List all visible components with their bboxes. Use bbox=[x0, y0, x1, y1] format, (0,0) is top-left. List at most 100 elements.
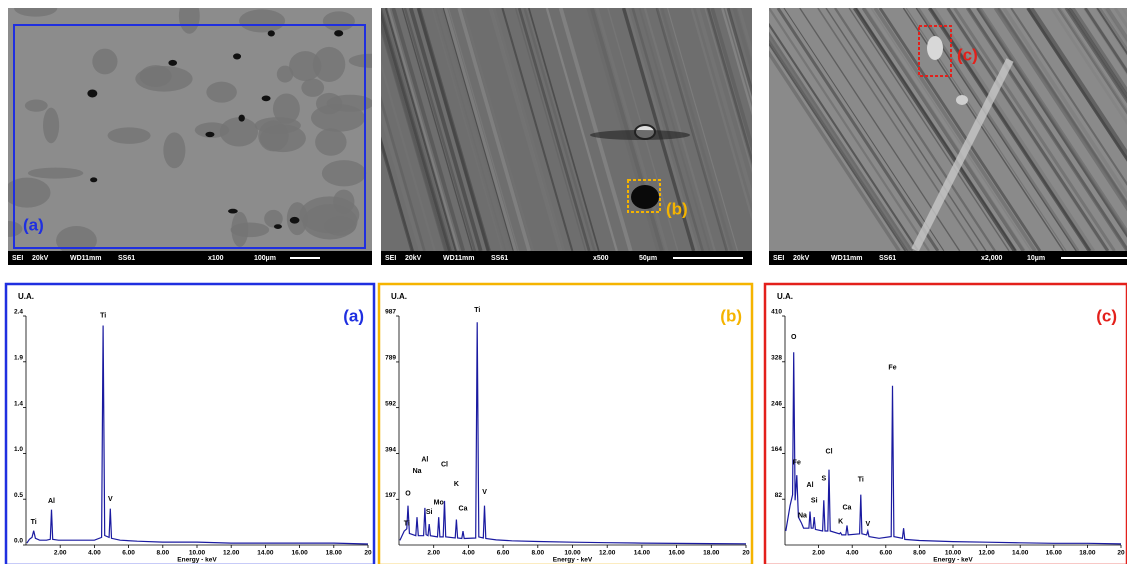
peak-label: Ti bbox=[31, 519, 37, 526]
sem-phase bbox=[163, 132, 185, 168]
peak-label: Si bbox=[426, 509, 433, 516]
sem-pit bbox=[168, 60, 177, 66]
spectrum-line bbox=[786, 352, 1121, 544]
sem-pit bbox=[631, 185, 659, 209]
info-text: WD11mm bbox=[443, 255, 475, 262]
y-tick-label: 82 bbox=[775, 492, 783, 499]
peak-label: Ca bbox=[459, 505, 468, 512]
sem-pit bbox=[334, 30, 343, 36]
x-tick-label: 10.00 bbox=[189, 550, 206, 557]
sem-phase bbox=[140, 65, 172, 87]
info-text: SS61 bbox=[879, 255, 896, 262]
y-tick-label: 1.9 bbox=[14, 355, 23, 362]
x-axis-label: Energy - keV bbox=[933, 557, 973, 564]
peak-label: Al bbox=[807, 482, 814, 489]
y-tick-label: 1.4 bbox=[14, 400, 23, 407]
x-tick-label: 12.00 bbox=[223, 550, 240, 557]
info-text: SS61 bbox=[491, 255, 508, 262]
sem-phase bbox=[28, 168, 83, 179]
sem-phase bbox=[300, 196, 360, 233]
peak-label: Ca bbox=[843, 504, 852, 511]
y-tick-label: 789 bbox=[385, 355, 396, 362]
x-tick-label: 12.00 bbox=[599, 550, 616, 557]
chart-border bbox=[6, 284, 374, 564]
x-tick-label: 16.00 bbox=[291, 550, 308, 557]
x-tick-label: 8.00 bbox=[531, 550, 544, 557]
page: {"images": [ {"label": "(a)", "color": "… bbox=[0, 0, 1127, 564]
sem-image: SEI20kVWD11mmSS61x100100µm bbox=[0, 0, 393, 265]
sem-phase bbox=[315, 128, 346, 155]
sem-phase bbox=[14, 0, 57, 16]
sem-phase bbox=[239, 9, 285, 32]
spectrum-line bbox=[27, 326, 368, 545]
sem-phase bbox=[277, 66, 293, 83]
sem-pit bbox=[239, 115, 245, 122]
sem-phase bbox=[206, 82, 237, 103]
chart-border bbox=[379, 284, 752, 564]
sem-phase bbox=[108, 127, 151, 144]
y-tick-label: 410 bbox=[771, 309, 782, 316]
peak-label: Na bbox=[413, 468, 422, 475]
sem-phase bbox=[4, 178, 51, 208]
sem-phase bbox=[25, 100, 48, 112]
x-axis-label: Energy - keV bbox=[177, 557, 217, 564]
sem-image: SEI20kVWD11mmSS61x2,00010µm bbox=[739, 8, 1127, 265]
sem-pit bbox=[262, 96, 271, 102]
peak-label: K bbox=[454, 481, 459, 488]
x-tick-label: 8.00 bbox=[156, 550, 169, 557]
peak-label: Al bbox=[421, 457, 428, 464]
info-text: 100µm bbox=[254, 255, 276, 262]
peak-label: Fe bbox=[888, 365, 896, 372]
peak-label: Cl bbox=[441, 461, 448, 468]
sem-phase bbox=[92, 49, 117, 75]
x-tick-label: 6.00 bbox=[879, 550, 892, 557]
peak-label: V bbox=[865, 521, 870, 528]
chart-border bbox=[765, 284, 1127, 564]
peak-label: Ti bbox=[100, 313, 106, 320]
peak-label: V bbox=[482, 489, 487, 496]
info-text: x2,000 bbox=[981, 255, 1003, 262]
x-tick-label: 6.00 bbox=[122, 550, 135, 557]
x-tick-label: 6.00 bbox=[497, 550, 510, 557]
x-tick-label: 18.00 bbox=[703, 550, 720, 557]
panel-label: (c) bbox=[1096, 306, 1117, 325]
x-tick-label: 8.00 bbox=[913, 550, 926, 557]
y-tick-label: 1.0 bbox=[14, 446, 23, 453]
info-text: 20kV bbox=[32, 255, 49, 262]
x-tick-label: 10.00 bbox=[564, 550, 581, 557]
peak-label: Ti bbox=[858, 476, 864, 483]
sem-phase bbox=[322, 160, 366, 186]
info-text: x500 bbox=[593, 255, 609, 262]
y-tick-label: 0.5 bbox=[14, 492, 23, 499]
sem-phase bbox=[313, 47, 345, 82]
sem-phase bbox=[323, 11, 355, 31]
info-text: SS61 bbox=[118, 255, 135, 262]
y-tick-label: 987 bbox=[385, 309, 396, 316]
region-label: (b) bbox=[666, 199, 688, 218]
x-tick-label: 4.00 bbox=[846, 550, 859, 557]
x-tick-label: 14.00 bbox=[257, 550, 274, 557]
sem-particle bbox=[956, 95, 968, 105]
info-text: 20kV bbox=[793, 255, 810, 262]
y-tick-label: 246 bbox=[771, 400, 782, 407]
x-tick-label: 14.00 bbox=[634, 550, 651, 557]
sem-pit bbox=[228, 209, 238, 214]
sem-pit bbox=[233, 53, 241, 59]
x-tick-label: 14.00 bbox=[1012, 550, 1029, 557]
peak-label: V bbox=[108, 496, 113, 503]
region-label: (a) bbox=[23, 215, 44, 234]
x-tick-label: 18.00 bbox=[1079, 550, 1096, 557]
info-text: 50µm bbox=[639, 255, 657, 262]
x-tick-label: 2.00 bbox=[54, 550, 67, 557]
x-tick-label: 4.00 bbox=[462, 550, 475, 557]
sem-phase bbox=[273, 94, 300, 124]
sem-pit bbox=[274, 224, 282, 229]
sem-phase bbox=[220, 117, 258, 146]
info-text: WD11mm bbox=[831, 255, 863, 262]
sem-phase bbox=[231, 212, 248, 247]
region-label: (c) bbox=[957, 45, 978, 64]
y-tick-label: 2.4 bbox=[14, 309, 23, 316]
x-tick-label: 20 bbox=[742, 550, 750, 557]
sem-pit bbox=[205, 132, 214, 137]
info-text: WD11mm bbox=[70, 255, 102, 262]
